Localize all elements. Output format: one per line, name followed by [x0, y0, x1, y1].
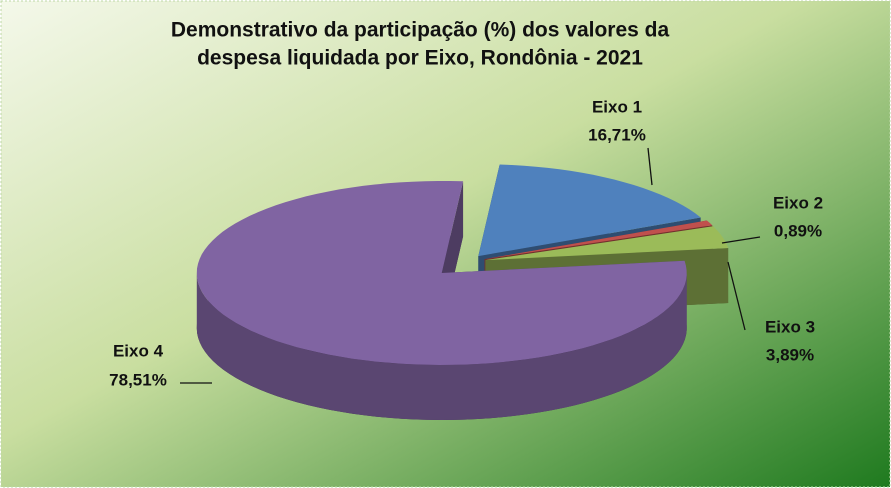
slice: [484, 220, 713, 260]
slice: [196, 181, 687, 365]
slice: [485, 226, 729, 261]
pie: [196, 164, 729, 420]
slice-value: 16,71%: [588, 125, 646, 144]
leader-line: [647, 147, 653, 186]
leader-line: [727, 261, 746, 331]
slice: [478, 164, 701, 257]
slice-label: Eixo 1: [592, 97, 642, 116]
slice-wall: [196, 273, 687, 420]
slice-label: Eixo 4: [113, 341, 164, 360]
leader-line: [721, 236, 761, 244]
slice-value: 3,89%: [766, 345, 814, 364]
chart-title: Demonstrativo da participação (%) dos va…: [171, 19, 670, 42]
chart-title: despesa liquidada por Eixo, Rondônia - 2…: [197, 47, 643, 70]
slice-value: 78,51%: [109, 370, 167, 389]
slice-value: 0,89%: [774, 221, 822, 240]
slice-label: Eixo 2: [773, 193, 823, 212]
leader-lines: [180, 147, 761, 384]
slice-label: Eixo 3: [765, 317, 815, 336]
